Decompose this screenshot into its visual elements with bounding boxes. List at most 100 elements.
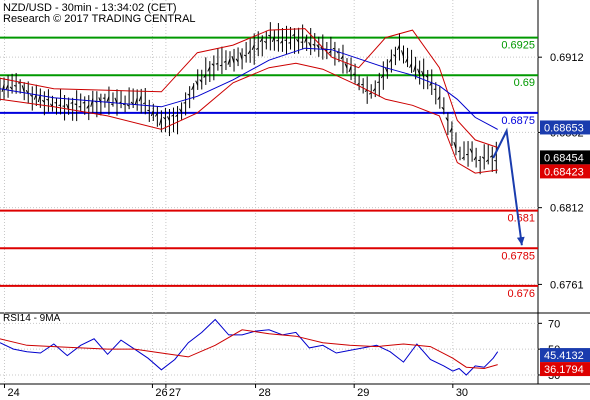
ohlc-open-tick — [110, 103, 114, 106]
x-tick-label: 24 — [7, 387, 19, 399]
ohlc-open-tick — [167, 116, 170, 121]
ohlc-open-tick — [211, 63, 215, 66]
ohlc-open-tick — [413, 64, 417, 73]
ohlc-open-tick — [316, 44, 320, 49]
level-label: 0.6785 — [501, 250, 535, 262]
level-label: 0.6875 — [501, 115, 535, 127]
price-tag-label: 0.68423 — [544, 166, 584, 178]
ohlc-open-tick — [268, 34, 271, 37]
ohlc-open-tick — [304, 36, 308, 43]
ohlc-open-tick — [207, 66, 211, 72]
ohlc-open-tick — [481, 156, 485, 160]
chart-title: NZD/USD - 30min - 13:34:02 (CET) — [3, 2, 177, 14]
ohlc-open-tick — [195, 80, 199, 86]
ohlc-open-tick — [344, 63, 348, 69]
ohlc-open-tick — [332, 47, 336, 50]
y-tick-label: 0.6761 — [550, 279, 584, 291]
rsi-line — [0, 318, 499, 376]
ohlc-open-tick — [175, 114, 178, 117]
ohlc-open-tick — [445, 117, 449, 122]
rsi-tag — [540, 362, 590, 377]
ohlc-open-tick — [191, 85, 195, 91]
ohlc-open-tick — [126, 104, 130, 107]
ohlc-open-tick — [280, 40, 283, 44]
ohlc-open-tick — [368, 92, 372, 95]
ohlc-open-tick — [235, 58, 239, 63]
ohlc-open-tick — [397, 44, 400, 51]
ohlc-open-tick — [46, 98, 49, 101]
ohlc-open-tick — [74, 103, 77, 106]
forecast-arrow-line — [492, 127, 523, 246]
ohlc-open-tick — [179, 108, 183, 113]
ohlc-open-tick — [441, 106, 445, 111]
x-tick-label: 27 — [169, 387, 181, 399]
chart-subtitle: Research © 2017 TRADING CENTRAL — [3, 13, 196, 25]
ohlc-open-tick — [401, 50, 404, 57]
ohlc-open-tick — [384, 67, 388, 73]
price-tag-label: 0.68454 — [544, 152, 584, 164]
ohlc-open-tick — [461, 156, 465, 159]
ohlc-open-tick — [187, 93, 190, 96]
ohlc-open-tick — [251, 44, 255, 51]
ohlc-open-tick — [320, 46, 324, 51]
ohlc-open-tick — [457, 150, 461, 153]
ohlc-open-tick — [138, 95, 142, 102]
ohlc-open-tick — [425, 75, 429, 78]
ohlc-open-tick — [409, 63, 413, 68]
ohlc-open-tick — [219, 64, 223, 67]
x-tick-label: 28 — [259, 387, 271, 399]
ohlc-open-tick — [264, 40, 267, 44]
ohlc-open-tick — [372, 88, 376, 92]
ohlc-open-tick — [150, 110, 154, 117]
rsi-tag-label: 36.1794 — [544, 364, 584, 376]
bollinger_upper-line — [0, 28, 498, 148]
y-tick-label: 0.6912 — [550, 52, 584, 64]
rsi-tag-label: 45.4132 — [544, 350, 584, 362]
rsi-tag — [540, 348, 590, 363]
x-tick-label: 26 — [155, 387, 167, 399]
ohlc-open-tick — [5, 84, 9, 90]
ohlc-open-tick — [469, 148, 473, 154]
level-label: 0.681 — [507, 213, 535, 225]
rsi-tick-label: 70 — [548, 318, 560, 330]
ohlc-open-tick — [489, 155, 493, 158]
price-tag-label: 0.68653 — [544, 122, 584, 134]
ohlc-open-tick — [215, 63, 219, 65]
ohlc-open-tick — [292, 33, 295, 37]
ohlc-open-tick — [421, 70, 425, 78]
ohlc-open-tick — [328, 50, 332, 54]
ohlc-open-tick — [29, 94, 33, 97]
rsi_ma-line — [0, 329, 498, 370]
ohlc-open-tick — [340, 55, 344, 60]
ohlc-open-tick — [158, 118, 162, 126]
ohlc-open-tick — [171, 114, 174, 117]
ohlc-open-tick — [21, 85, 25, 93]
x-tick-label: 30 — [456, 387, 468, 399]
ohlc-open-tick — [143, 102, 146, 105]
ohlc-open-tick — [312, 43, 316, 47]
price-tag — [540, 150, 590, 165]
x-tick-label: 29 — [357, 387, 369, 399]
ohlc-open-tick — [231, 55, 235, 64]
ohlc-open-tick — [90, 98, 94, 107]
ohlc-open-tick — [203, 74, 207, 78]
ohlc-open-tick — [393, 54, 396, 57]
forecast-arrowhead — [516, 236, 525, 246]
ohlc-open-tick — [13, 85, 17, 87]
level-label: 0.676 — [507, 288, 535, 300]
ohlc-open-tick — [70, 102, 73, 104]
price-tag — [540, 164, 590, 179]
ohlc-open-tick — [58, 104, 61, 107]
ohlc-open-tick — [1, 84, 5, 93]
ohlc-open-tick — [9, 86, 13, 90]
price-tag — [540, 120, 590, 135]
ohlc-open-tick — [388, 58, 392, 63]
ohlc-open-tick — [134, 97, 138, 105]
ohlc-open-tick — [473, 156, 477, 161]
ohlc-open-tick — [296, 38, 300, 43]
ohlc-open-tick — [259, 38, 263, 43]
ohlc-open-tick — [405, 58, 408, 63]
ohlc-open-tick — [308, 42, 312, 47]
ohlc-open-tick — [42, 99, 45, 103]
